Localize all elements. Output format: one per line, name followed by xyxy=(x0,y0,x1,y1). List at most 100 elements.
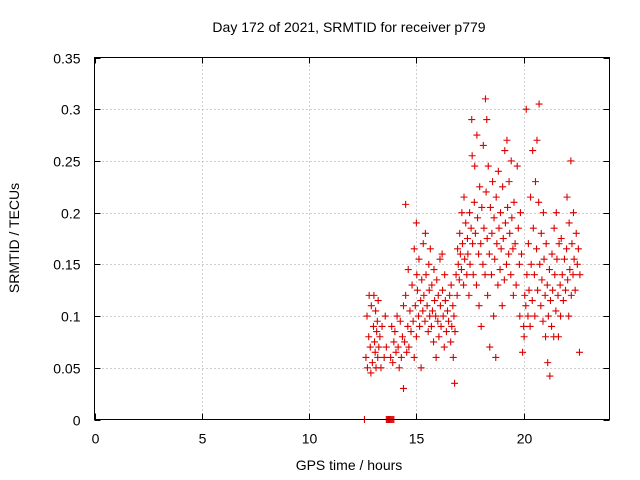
data-point xyxy=(539,317,547,325)
data-point xyxy=(473,131,481,139)
data-point xyxy=(507,271,515,279)
data-point xyxy=(373,328,381,336)
data-point xyxy=(463,271,471,279)
data-point xyxy=(476,183,484,191)
x-tick-label: 20 xyxy=(517,431,533,447)
data-point xyxy=(481,95,489,103)
data-point xyxy=(421,229,429,237)
data-point xyxy=(558,271,566,279)
data-point xyxy=(531,312,539,320)
data-point xyxy=(373,317,381,325)
data-point xyxy=(362,353,370,361)
data-point xyxy=(516,209,524,217)
data-point xyxy=(498,302,506,310)
data-point xyxy=(449,353,457,361)
x-tick-label: 5 xyxy=(199,431,207,447)
data-point xyxy=(401,338,409,346)
data-point xyxy=(451,328,459,336)
data-point xyxy=(490,214,498,222)
data-point xyxy=(431,297,439,305)
data-point xyxy=(438,250,446,258)
data-point xyxy=(495,224,503,232)
data-point xyxy=(406,307,414,315)
data-point xyxy=(544,359,552,367)
data-point xyxy=(368,359,376,367)
data-point xyxy=(441,297,449,305)
data-point xyxy=(518,250,526,258)
data-point xyxy=(456,229,464,237)
data-point xyxy=(552,209,560,217)
data-point xyxy=(567,291,575,299)
data-point xyxy=(524,240,532,248)
data-point xyxy=(468,152,476,160)
data-point xyxy=(405,343,413,351)
data-point xyxy=(471,162,479,170)
axis-ticks xyxy=(94,57,610,421)
data-point xyxy=(430,266,438,274)
x-tick-labels: 0 5 10 15 20 xyxy=(92,431,533,447)
data-point xyxy=(477,240,485,248)
data-point xyxy=(464,250,472,258)
data-point xyxy=(435,333,443,341)
data-point xyxy=(466,209,474,217)
data-point xyxy=(392,348,400,356)
data-point xyxy=(486,343,494,351)
data-point xyxy=(556,281,564,289)
data-point xyxy=(437,322,445,330)
data-point xyxy=(516,312,524,320)
data-point xyxy=(440,343,448,351)
data-point xyxy=(377,364,385,372)
data-point xyxy=(400,302,407,310)
data-point xyxy=(571,286,579,294)
data-point xyxy=(382,343,390,351)
data-point xyxy=(372,307,380,315)
data-point xyxy=(564,276,572,284)
data-point xyxy=(432,353,440,361)
data-point xyxy=(475,250,483,258)
data-point xyxy=(546,297,554,305)
data-point xyxy=(398,333,406,341)
data-point xyxy=(545,266,553,274)
data-point xyxy=(484,162,492,170)
data-point xyxy=(507,157,515,165)
data-point xyxy=(494,167,502,175)
data-point xyxy=(400,384,407,392)
data-point xyxy=(461,255,469,263)
data-point xyxy=(484,291,492,299)
data-point xyxy=(496,266,504,274)
data-point xyxy=(550,224,558,232)
y-tick-label: 0.2 xyxy=(61,206,81,222)
data-point xyxy=(402,200,410,208)
data-point xyxy=(549,286,557,294)
data-point xyxy=(456,250,464,258)
data-point xyxy=(424,328,432,336)
y-tick-label: 0.3 xyxy=(61,102,81,118)
data-point xyxy=(432,312,440,320)
data-point xyxy=(508,214,516,222)
data-point xyxy=(511,240,519,248)
data-point xyxy=(557,235,565,242)
data-point xyxy=(413,286,421,294)
data-point xyxy=(504,203,512,211)
data-point xyxy=(569,271,577,279)
data-point xyxy=(378,322,386,330)
data-point xyxy=(436,302,444,310)
y-tick-label: 0.05 xyxy=(53,361,80,377)
data-point xyxy=(523,271,531,279)
data-point xyxy=(515,260,523,268)
data-point xyxy=(427,322,435,330)
data-point xyxy=(454,260,462,268)
data-point xyxy=(450,312,458,320)
data-point xyxy=(565,219,573,227)
data-point xyxy=(491,255,499,263)
data-point xyxy=(522,105,530,113)
data-point xyxy=(537,302,545,310)
data-point xyxy=(421,317,429,325)
data-point xyxy=(563,193,571,201)
data-point xyxy=(397,353,405,361)
data-point xyxy=(447,281,455,289)
data-point xyxy=(430,338,438,346)
data-points xyxy=(360,95,584,423)
data-point xyxy=(572,229,580,237)
data-point xyxy=(512,281,520,289)
